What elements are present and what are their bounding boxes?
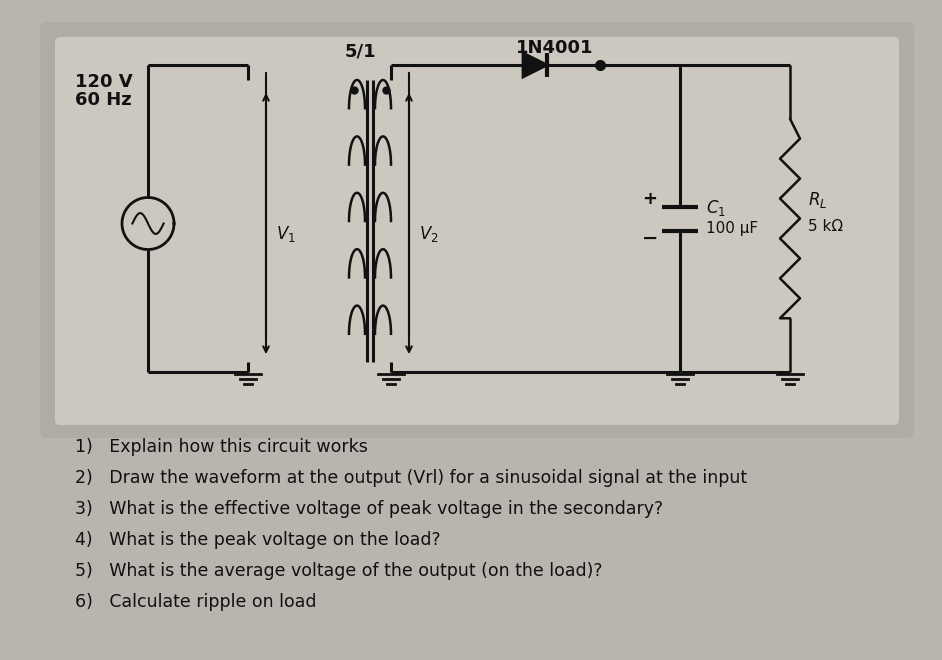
Text: −: − [642, 229, 658, 248]
Text: 120 V: 120 V [75, 73, 133, 91]
Text: 2)   Draw the waveform at the output (Vrl) for a sinusoidal signal at the input: 2) Draw the waveform at the output (Vrl)… [75, 469, 747, 487]
Polygon shape [523, 53, 547, 77]
Text: 3)   What is the effective voltage of peak voltage in the secondary?: 3) What is the effective voltage of peak… [75, 500, 663, 518]
FancyBboxPatch shape [40, 22, 914, 438]
Text: 1)   Explain how this circuit works: 1) Explain how this circuit works [75, 438, 368, 456]
Text: 1N4001: 1N4001 [516, 39, 593, 57]
Text: 100 μF: 100 μF [706, 221, 758, 236]
Text: 4)   What is the peak voltage on the load?: 4) What is the peak voltage on the load? [75, 531, 441, 549]
Text: 6)   Calculate ripple on load: 6) Calculate ripple on load [75, 593, 317, 611]
Text: $V_2$: $V_2$ [419, 224, 439, 244]
Text: $V_1$: $V_1$ [276, 224, 296, 244]
FancyBboxPatch shape [55, 37, 899, 425]
Text: 5/1: 5/1 [344, 42, 376, 60]
Text: 5)   What is the average voltage of the output (on the load)?: 5) What is the average voltage of the ou… [75, 562, 603, 580]
Text: $R_L$: $R_L$ [808, 191, 827, 211]
Text: 60 Hz: 60 Hz [75, 91, 132, 109]
Text: +: + [642, 189, 658, 207]
Text: $C_1$: $C_1$ [706, 199, 726, 218]
Text: 5 kΩ: 5 kΩ [808, 219, 843, 234]
